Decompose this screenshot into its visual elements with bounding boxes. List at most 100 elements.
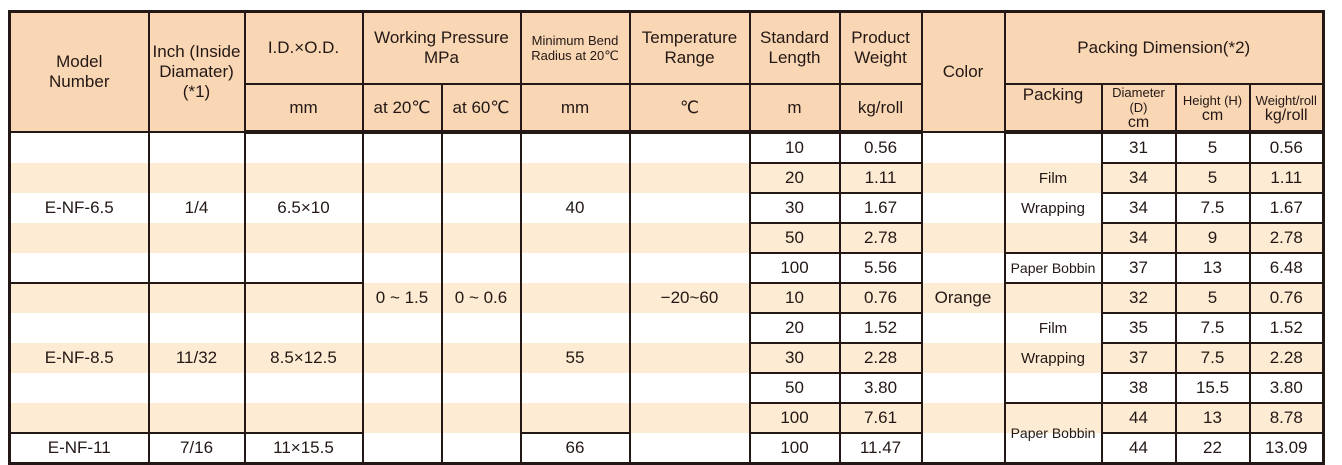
diameter-cell: 38 (1100, 372, 1177, 404)
pressure-60-cell (440, 193, 522, 223)
weight-roll-cell: 2.78 (1248, 222, 1325, 254)
height-cell: 15.5 (1174, 372, 1251, 404)
temperature-cell (628, 163, 751, 193)
packing-cell-paper-bobbin: Paper Bobbin (1003, 253, 1103, 284)
bend-radius-cell (519, 283, 631, 313)
header-diameter: Diameter (D) cm (1100, 83, 1177, 134)
weight-cell: 0.76 (838, 282, 923, 314)
color-cell (920, 403, 1006, 433)
diameter-cell: 32 (1100, 282, 1177, 314)
temperature-cell (628, 223, 751, 253)
pressure-20-cell: 0 ~ 1.5 (361, 283, 443, 313)
temperature-cell (628, 373, 751, 403)
height-cell: 7.5 (1174, 192, 1251, 224)
diameter-cell: 34 (1100, 192, 1177, 224)
length-cell: 50 (748, 372, 841, 404)
pressure-60-cell (440, 132, 522, 163)
unit-weight: kg/roll (838, 83, 923, 134)
table-row: 20 1.11 Film 34 5 1.11 (8, 162, 1325, 194)
weight-cell: 1.11 (838, 162, 923, 194)
bend-radius-cell (519, 313, 631, 343)
height-cell: 13 (1174, 402, 1251, 434)
weight-cell: 1.67 (838, 192, 923, 224)
pressure-60-cell (440, 163, 522, 193)
inch-cell (147, 403, 246, 434)
weight-roll-cell: 8.78 (1248, 402, 1325, 434)
unit-id-od: mm (243, 83, 364, 134)
table-row: 100 5.56 Paper Bobbin 37 13 6.48 (8, 252, 1325, 284)
pressure-20-cell (361, 433, 443, 464)
weight-cell: 5.56 (838, 252, 923, 284)
diameter-cell: 37 (1100, 252, 1177, 284)
inch-cell: 7/16 (147, 433, 246, 464)
header-model-number: Model Number (8, 10, 150, 133)
bend-radius-cell (519, 373, 631, 403)
id-od-cell (243, 163, 364, 193)
pressure-20-cell (361, 373, 443, 403)
packing-cell-film: Film (1003, 163, 1103, 193)
pressure-60-cell (440, 223, 522, 253)
color-cell (920, 193, 1006, 223)
temperature-cell (628, 313, 751, 343)
inch-cell (147, 163, 246, 193)
pressure-20-cell (361, 253, 443, 283)
length-cell: 100 (748, 432, 841, 465)
packing-cell (1003, 283, 1103, 313)
table-row: 10 0.56 31 5 0.56 (8, 131, 1325, 164)
table-row: E-NF-6.5 1/4 6.5×10 40 30 1.67 Wrapping … (8, 192, 1325, 224)
packing-cell (1003, 373, 1103, 404)
header-working-pressure: Working Pressure MPa (361, 10, 522, 85)
bend-radius-cell: 40 (519, 193, 631, 223)
id-od-cell (243, 403, 364, 434)
header-product-weight: Product Weight (838, 10, 923, 85)
id-od-cell: 8.5×12.5 (243, 343, 364, 373)
model-cell (8, 253, 150, 284)
bend-radius-cell (519, 223, 631, 253)
id-od-cell (243, 313, 364, 343)
color-cell (920, 343, 1006, 373)
length-cell: 30 (748, 342, 841, 374)
header-id-od: I.D.×O.D. (243, 10, 364, 85)
pressure-20-cell (361, 193, 443, 223)
length-cell: 50 (748, 222, 841, 254)
color-cell (920, 373, 1006, 403)
packing-cell-film: Film (1003, 313, 1103, 343)
length-cell: 10 (748, 131, 841, 164)
temperature-cell (628, 193, 751, 223)
unit-length: m (748, 83, 841, 134)
table-row: 0 ~ 1.5 0 ~ 0.6 −20~60 10 0.76 Orange 32… (8, 282, 1325, 314)
diameter-cell: 37 (1100, 342, 1177, 374)
bend-radius-cell (519, 132, 631, 163)
weight-roll-cell: 1.11 (1248, 162, 1325, 194)
temperature-cell (628, 433, 751, 464)
model-cell: E-NF-6.5 (8, 193, 150, 223)
table-row: 50 3.80 38 15.5 3.80 (8, 372, 1325, 404)
color-cell (920, 253, 1006, 283)
weight-roll-cell: 1.67 (1248, 192, 1325, 224)
temperature-cell (628, 403, 751, 433)
height-cell: 7.5 (1174, 342, 1251, 374)
diameter-cell: 31 (1100, 131, 1177, 164)
height-cell: 22 (1174, 432, 1251, 465)
id-od-cell (243, 253, 364, 284)
id-od-cell: 6.5×10 (243, 193, 364, 223)
packing-cell-paper-bobbin: Paper Bobbin (1003, 403, 1103, 464)
length-cell: 100 (748, 252, 841, 284)
inch-cell (147, 313, 246, 343)
height-cell: 5 (1174, 282, 1251, 314)
inch-cell (147, 253, 246, 284)
model-cell (8, 223, 150, 253)
table-row: E-NF-11 7/16 11×15.5 66 100 11.47 44 22 … (8, 432, 1325, 465)
header-height: Height (H) cm (1174, 83, 1251, 134)
header-color: Color (920, 10, 1006, 133)
packing-cell-wrapping: Wrapping (1003, 193, 1103, 223)
weight-cell: 11.47 (838, 432, 923, 465)
weight-cell: 3.80 (838, 372, 923, 404)
inch-cell (147, 373, 246, 403)
id-od-cell (243, 132, 364, 163)
model-cell (8, 313, 150, 343)
unit-pressure-20: at 20℃ (361, 83, 443, 134)
id-od-cell (243, 283, 364, 313)
length-cell: 20 (748, 162, 841, 194)
packing-cell (1003, 223, 1103, 254)
